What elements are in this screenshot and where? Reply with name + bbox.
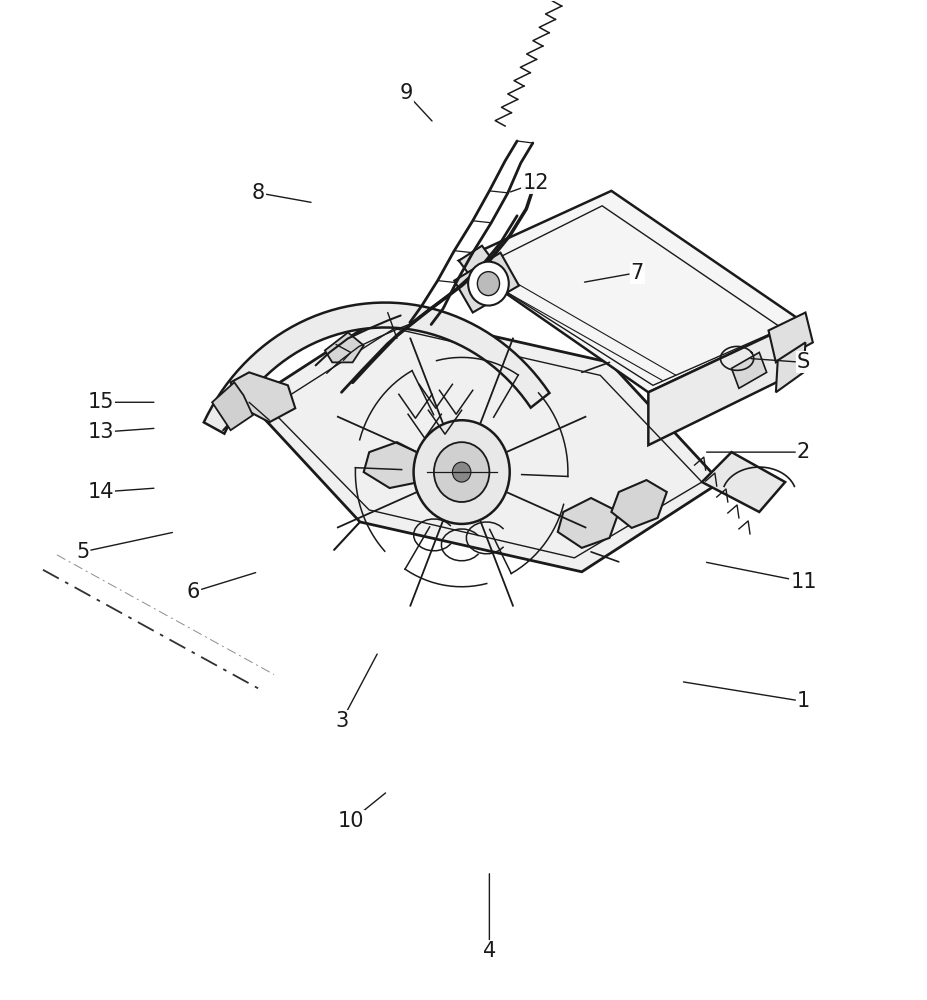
Circle shape	[413, 420, 510, 524]
Polygon shape	[768, 313, 813, 362]
Text: 10: 10	[337, 811, 364, 831]
Circle shape	[434, 442, 489, 502]
Text: 9: 9	[400, 83, 413, 103]
Circle shape	[477, 272, 500, 296]
Text: 4: 4	[483, 941, 496, 961]
Text: S: S	[797, 352, 810, 372]
Polygon shape	[459, 246, 501, 286]
Polygon shape	[731, 352, 767, 388]
Polygon shape	[212, 382, 253, 430]
Polygon shape	[459, 191, 801, 392]
Polygon shape	[702, 452, 785, 512]
Text: 12: 12	[522, 173, 549, 193]
Text: 8: 8	[252, 183, 265, 203]
Text: 2: 2	[797, 442, 810, 462]
Text: 3: 3	[335, 711, 349, 731]
Polygon shape	[612, 480, 667, 528]
Text: 1: 1	[797, 691, 810, 711]
Polygon shape	[249, 313, 720, 572]
Polygon shape	[363, 442, 428, 488]
Circle shape	[468, 262, 509, 306]
Polygon shape	[204, 303, 550, 434]
Text: 11: 11	[791, 572, 817, 592]
Text: 13: 13	[88, 422, 114, 442]
Polygon shape	[648, 320, 801, 445]
Polygon shape	[776, 342, 806, 392]
Text: 7: 7	[630, 263, 644, 283]
Polygon shape	[454, 253, 519, 313]
Text: 15: 15	[88, 392, 114, 412]
Polygon shape	[324, 332, 363, 362]
Polygon shape	[231, 372, 296, 422]
Text: 5: 5	[76, 542, 89, 562]
Text: 14: 14	[88, 482, 114, 502]
Text: 6: 6	[187, 582, 200, 602]
Polygon shape	[558, 498, 618, 548]
Circle shape	[452, 462, 471, 482]
